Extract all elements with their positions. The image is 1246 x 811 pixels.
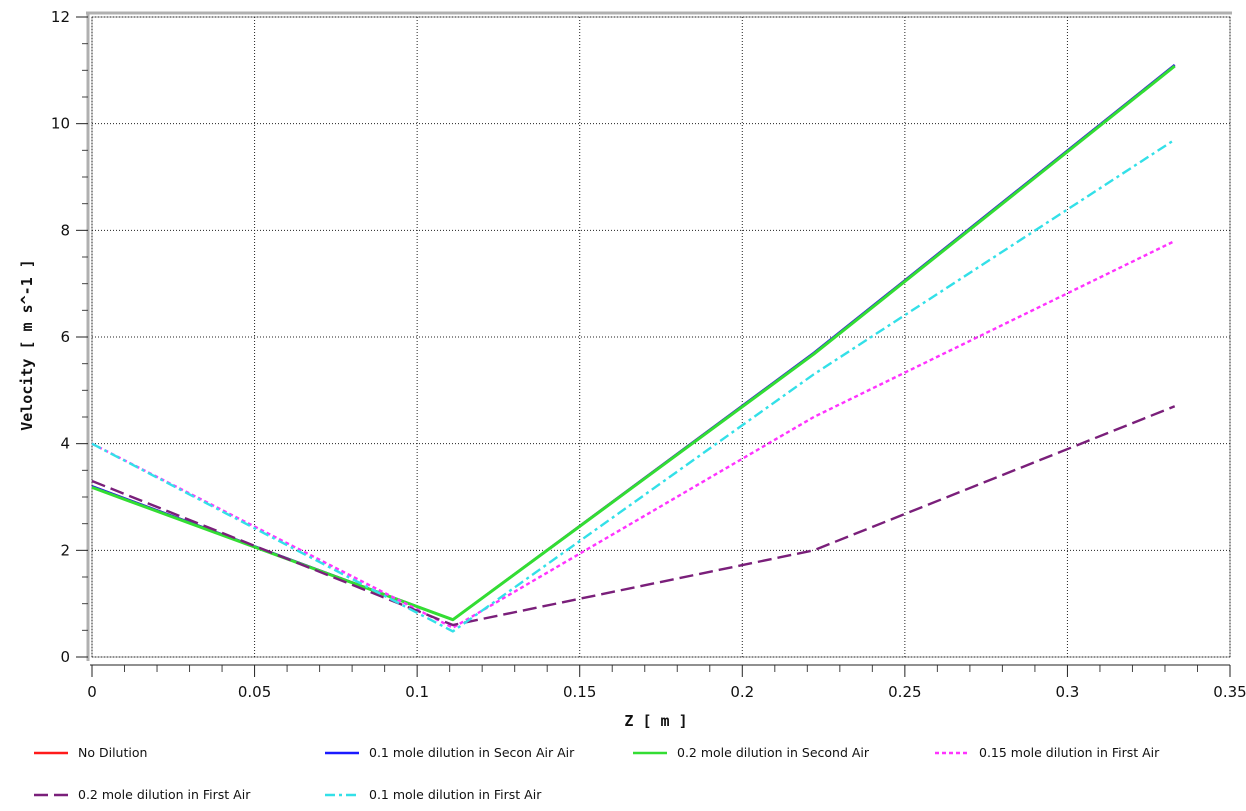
legend-label: No Dilution (78, 745, 147, 760)
legend-item-5: 0.1 mole dilution in First Air (325, 787, 542, 802)
y-tick-label: 10 (51, 115, 70, 133)
axes (76, 16, 1231, 677)
legend-item-2: 0.2 mole dilution in Second Air (633, 745, 870, 760)
legend-label: 0.2 mole dilution in Second Air (677, 745, 870, 760)
series-line-5 (91, 138, 1176, 633)
x-axis-title: Z [ m ] (624, 712, 687, 730)
grid-lines (91, 16, 1231, 658)
series-layer (91, 64, 1176, 633)
y-tick-label: 8 (60, 221, 70, 239)
legend-label: 0.1 mole dilution in Secon Air Air (369, 745, 575, 760)
legend: No Dilution 0.1 mole dilution in Secon Ai… (34, 745, 1160, 802)
x-tick-label: 0.3 (1055, 683, 1079, 701)
x-tick-label: 0.05 (238, 683, 271, 701)
y-tick-label: 4 (60, 435, 70, 453)
x-tick-label: 0.15 (563, 683, 596, 701)
legend-item-4: 0.2 mole dilution in First Air (34, 787, 251, 802)
legend-label: 0.2 mole dilution in First Air (78, 787, 251, 802)
series-line-4 (91, 405, 1176, 627)
x-tick-labels: 0 0.05 0.1 0.15 0.2 0.25 0.3 0.35 (87, 683, 1246, 701)
legend-label: 0.15 mole dilution in First Air (979, 745, 1160, 760)
x-tick-label: 0.1 (405, 683, 429, 701)
legend-item-3: 0.15 mole dilution in First Air (935, 745, 1160, 760)
x-tick-label: 0 (87, 683, 97, 701)
x-tick-label: 0.35 (1213, 683, 1246, 701)
x-tick-label: 0.25 (888, 683, 921, 701)
y-tick-label: 12 (51, 8, 70, 26)
y-tick-label: 2 (60, 541, 70, 559)
legend-item-1: 0.1 mole dilution in Secon Air Air (325, 745, 575, 760)
y-tick-label: 0 (60, 648, 70, 666)
series-line-2 (91, 64, 1176, 622)
plot-area (91, 16, 1231, 658)
y-tick-labels: 0 2 4 6 8 10 12 (51, 8, 70, 666)
y-axis-title: Velocity [ m s^-1 ] (18, 259, 36, 431)
x-tick-label: 0.2 (730, 683, 754, 701)
y-tick-label: 6 (60, 328, 70, 346)
series-line-3 (91, 239, 1176, 629)
legend-label: 0.1 mole dilution in First Air (369, 787, 542, 802)
legend-item-0: No Dilution (34, 745, 147, 760)
